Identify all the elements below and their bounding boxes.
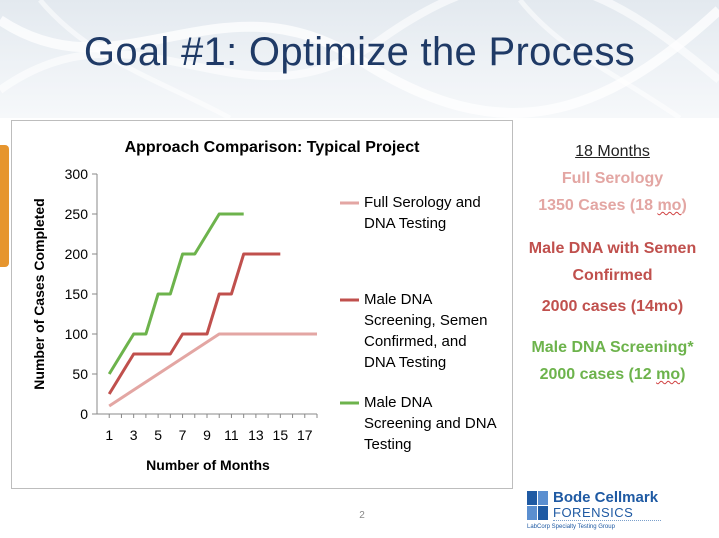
series-line-1 [108,332,317,408]
x-tick-label: 17 [297,427,313,443]
company-logo: Bode Cellmark FORENSICS LabCorp Specialt… [527,489,719,538]
x-tick-label: 3 [130,427,138,443]
legend-label-2: Confirmed, and [364,333,467,350]
chart-x-axis-label: Number of Months [146,457,270,473]
screening-value: 2000 cases (12 mo) [506,361,719,388]
x-tick-label: 7 [179,427,187,443]
legend-label-3: Male DNA [364,394,432,411]
serology-value-post: ) [681,197,687,214]
logo-tagline: LabCorp Specialty Testing Group [527,524,615,530]
serology-value: 1350 Cases (18 mo) [506,192,719,219]
chart-frame: Approach Comparison: Typical Project Num… [11,120,513,489]
x-tick-label: 5 [154,427,162,443]
y-tick-label: 200 [65,246,89,262]
y-tick-label: 300 [65,166,89,182]
logo-sub: FORENSICS [553,505,634,520]
series-line-3 [107,212,244,375]
legend-label-2: Male DNA [364,291,432,308]
dna-helix-background [0,0,719,118]
logo-divider [553,520,661,521]
logo-brand: Bode Cellmark [553,489,659,506]
x-tick-label: 11 [224,427,239,443]
semen-label-line2: Confirmed [572,267,653,284]
screening-value-pre: 2000 cases (12 [539,366,657,383]
semen-value: 2000 cases (14mo) [541,298,684,315]
y-tick-label: 250 [65,206,89,222]
summary-panel: 18 Months Full Serology 1350 Cases (18 m… [506,138,719,388]
serology-value-mark: mo [657,197,682,214]
serology-value-pre: 1350 Cases (18 [538,197,658,214]
legend-label-2: DNA Testing [364,354,446,371]
legend-label-3: Testing [364,436,412,453]
y-tick-label: 150 [65,286,89,302]
chart-title: Approach Comparison: Typical Project [125,139,421,156]
accent-bar [0,145,9,267]
page-number: 2 [359,510,365,521]
summary-heading: 18 Months [575,143,650,160]
chart-y-axis-label: Number of Cases Completed [31,198,47,389]
series-line-2 [107,252,281,395]
serology-label: Full Serology [561,170,664,187]
x-tick-label: 1 [105,427,113,443]
legend-label-1: Full Serology and [364,194,481,211]
line-chart: Approach Comparison: Typical Project Num… [31,139,497,473]
slide-title: Goal #1: Optimize the Process [83,30,636,74]
legend-label-3: Screening and DNA [364,415,497,432]
legend-label-2: Screening, Semen [364,312,487,329]
semen-label-line1: Male DNA with Semen [528,240,697,257]
legend-label-1: DNA Testing [364,215,446,232]
x-tick-label: 15 [273,427,289,443]
screening-label: Male DNA Screening* [531,339,694,356]
screening-value-post: ) [680,366,686,383]
y-tick-label: 100 [65,326,89,342]
y-tick-label: 0 [80,406,88,422]
logo-mark-icon [527,491,548,520]
screening-value-mark: mo [656,366,681,383]
x-tick-label: 13 [248,427,264,443]
y-tick-label: 50 [72,366,88,382]
slide-header: Goal #1: Optimize the Process [0,0,719,118]
x-tick-label: 9 [203,427,211,443]
